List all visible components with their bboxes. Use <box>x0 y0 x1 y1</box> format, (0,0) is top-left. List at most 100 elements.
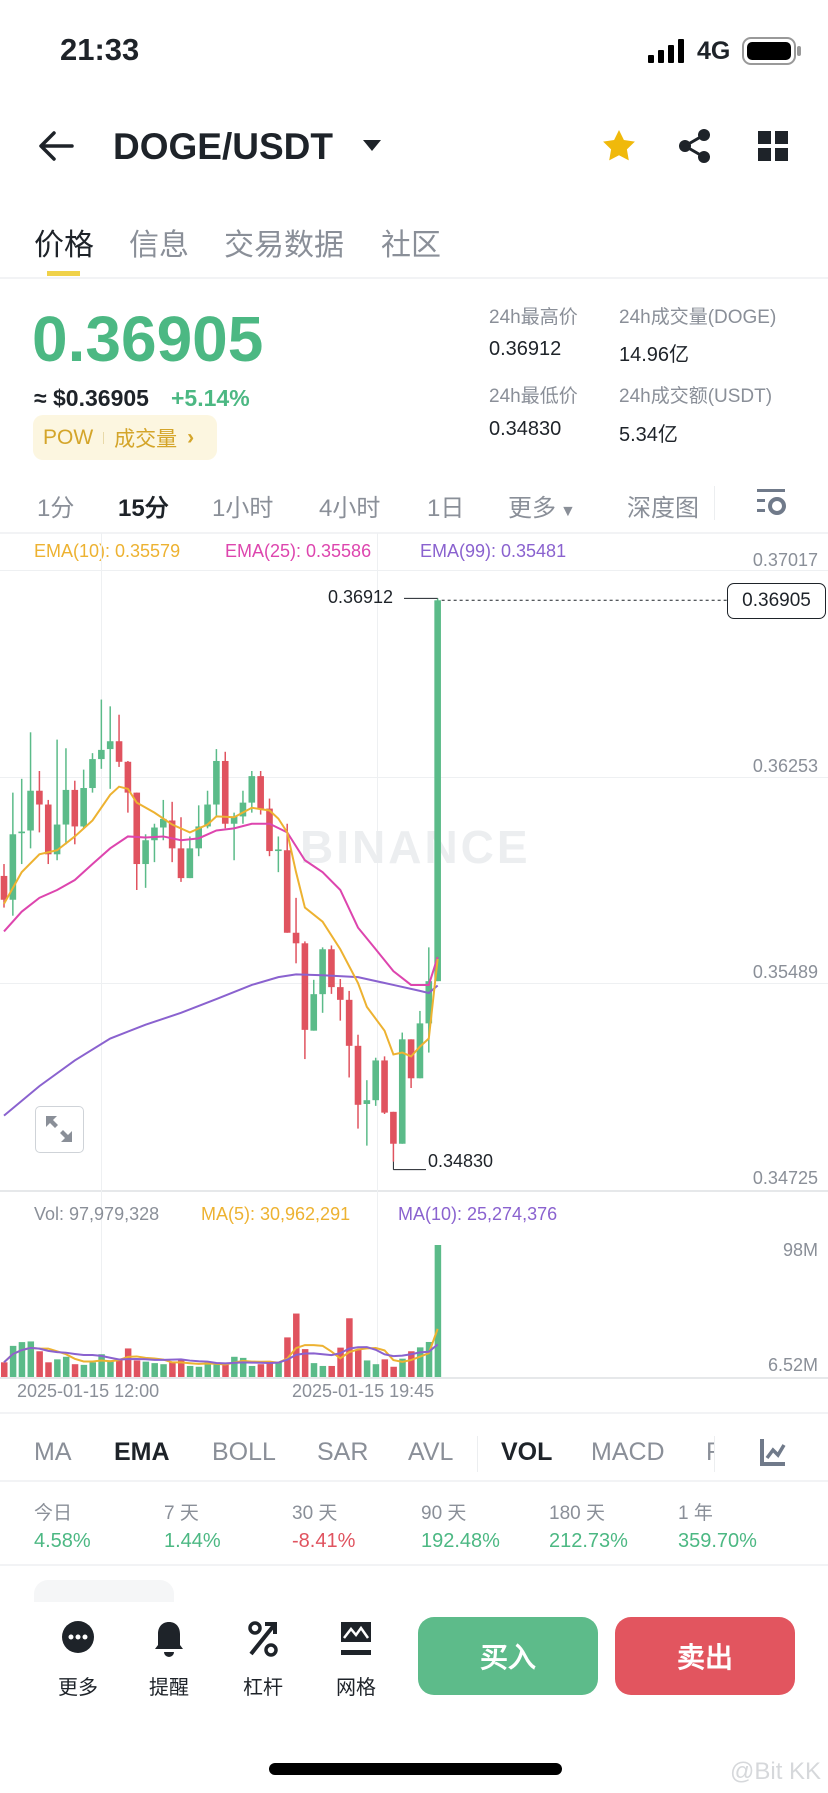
tab-price[interactable]: 价格 <box>34 229 94 262</box>
price-chart[interactable] <box>0 0 828 1400</box>
caret-down-icon[interactable] <box>362 139 382 153</box>
high-marker-label: 0.36912 <box>328 587 394 607</box>
more-label[interactable]: 更多 <box>58 1677 98 1699</box>
candle-body <box>416 1023 424 1079</box>
star-icon[interactable] <box>601 128 637 164</box>
buy-button[interactable]: 买入 <box>418 1617 598 1695</box>
candle-body <box>390 1111 397 1144</box>
candle-body <box>106 741 114 750</box>
candle-body <box>407 1039 415 1079</box>
indicator-vol[interactable]: VOL <box>501 1438 553 1466</box>
fullscreen-button[interactable] <box>35 1106 84 1153</box>
ema99-line <box>3 973 439 1117</box>
price-axis-label: 0.37017 <box>752 550 818 570</box>
performance-value: 1.44% <box>164 1530 221 1552</box>
candle-body <box>248 776 256 803</box>
chart-settings-icon[interactable] <box>757 487 787 517</box>
low-label: 24h最低价 <box>489 386 578 407</box>
candle-body <box>354 1045 362 1105</box>
time-axis-label: 2025-01-15 19:45 <box>292 1381 435 1401</box>
volume-ma5-legend: MA(5): 30,962,291 <box>201 1204 351 1224</box>
share-icon[interactable] <box>678 128 712 164</box>
status-time: 21:33 <box>60 32 140 67</box>
divider <box>714 1436 715 1472</box>
sell-button[interactable]: 卖出 <box>615 1617 795 1695</box>
depth-chart-tab[interactable]: 深度图 <box>627 495 699 522</box>
battery-full-icon <box>742 37 801 65</box>
expand-icon <box>46 1116 72 1142</box>
candle-body <box>310 994 318 1031</box>
tag-badge[interactable]: POW 成交量 › <box>33 415 217 460</box>
bell-icon[interactable] <box>153 1620 185 1660</box>
low-marker-label: 0.34830 <box>428 1151 494 1171</box>
candle-body <box>398 1039 406 1144</box>
ema25-legend: EMA(25): 0.35586 <box>225 541 372 561</box>
pair-title[interactable]: DOGE/USDT <box>113 126 333 167</box>
volume-bar <box>124 1348 132 1377</box>
interval-1m[interactable]: 1分 <box>37 495 75 522</box>
candle-body <box>425 981 433 1024</box>
interval-more[interactable]: 更多 ▼ <box>508 488 576 523</box>
performance-label: 90 天 <box>421 1503 467 1524</box>
price-axis-label: 0.36253 <box>752 756 818 776</box>
interval-1h[interactable]: 1小时 <box>212 495 274 522</box>
percent-icon[interactable] <box>247 1620 279 1658</box>
performance-value: 4.58% <box>34 1530 91 1552</box>
indicator-ma[interactable]: MA <box>34 1438 72 1466</box>
grid-trading-icon[interactable] <box>340 1620 372 1658</box>
price-axis-label: 0.35489 <box>752 962 818 982</box>
candle-body <box>142 840 149 865</box>
margin-label[interactable]: 杠杆 <box>243 1677 283 1699</box>
vol-quote-value: 5.34亿 <box>619 424 678 446</box>
grid-icon[interactable] <box>758 131 788 161</box>
tab-community[interactable]: 社区 <box>381 229 441 262</box>
candle-body <box>221 760 229 824</box>
volume-bar <box>231 1356 238 1377</box>
back-arrow-icon[interactable] <box>38 130 74 162</box>
indicator-boll[interactable]: BOLL <box>212 1438 276 1466</box>
volume-bar <box>275 1362 282 1377</box>
interval-more-label: 更多 <box>508 495 556 522</box>
divider <box>0 1480 828 1482</box>
volume-bar <box>416 1347 424 1377</box>
candle-body <box>151 827 158 841</box>
collapsed-panel-handle[interactable] <box>34 1580 174 1602</box>
volume-bar <box>98 1354 105 1377</box>
candle-body <box>372 1060 379 1101</box>
indicator-ema[interactable]: EMA <box>114 1438 170 1466</box>
tab-info[interactable]: 信息 <box>129 229 189 262</box>
time-axis-label: 2025-01-15 12:00 <box>17 1381 160 1401</box>
volume-bar <box>27 1341 35 1377</box>
indicator-sar[interactable]: SAR <box>317 1438 369 1466</box>
divider <box>477 1436 478 1472</box>
home-indicator[interactable] <box>269 1763 562 1775</box>
alert-label[interactable]: 提醒 <box>149 1677 189 1699</box>
candle-body <box>71 789 79 827</box>
vol-quote-label: 24h成交额(USDT) <box>619 386 773 407</box>
candle-body <box>328 949 335 988</box>
more-icon[interactable] <box>61 1620 95 1654</box>
divider <box>0 1564 828 1566</box>
volume-bar <box>9 1345 17 1377</box>
volume-bar <box>390 1366 397 1377</box>
volume-bar <box>151 1363 158 1377</box>
interval-4h[interactable]: 4小时 <box>319 495 381 522</box>
tab-trading-data[interactable]: 交易数据 <box>224 229 344 262</box>
indicator-clipped[interactable]: R <box>706 1438 714 1467</box>
interval-15m[interactable]: 15分 <box>118 495 169 522</box>
interval-1d[interactable]: 1日 <box>427 495 465 522</box>
indicator-macd[interactable]: MACD <box>591 1438 665 1466</box>
performance-label: 180 天 <box>549 1503 605 1524</box>
performance-value: -8.41% <box>292 1530 356 1552</box>
volume-bar <box>257 1364 265 1377</box>
performance-label: 今日 <box>34 1503 73 1524</box>
grid-label[interactable]: 网格 <box>336 1677 376 1699</box>
volume-bar <box>355 1349 362 1377</box>
indicator-settings-icon[interactable] <box>759 1437 787 1467</box>
volume-ma10-line <box>3 1343 439 1365</box>
gridline <box>0 777 828 778</box>
volume-bar <box>434 1245 442 1377</box>
ema10-legend: EMA(10): 0.35579 <box>34 541 181 561</box>
volume-bar <box>213 1363 220 1377</box>
indicator-avl[interactable]: AVL <box>408 1438 454 1466</box>
